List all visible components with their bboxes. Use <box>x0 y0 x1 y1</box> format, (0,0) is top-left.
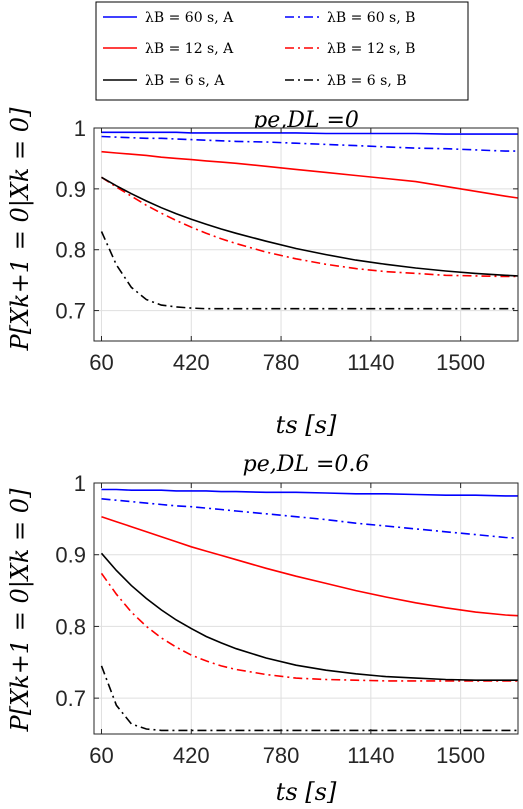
x-tick-label: 1500 <box>436 350 485 375</box>
x-tick-label: 1140 <box>347 743 394 768</box>
axes-frame <box>93 127 519 342</box>
series-line-2 <box>101 150 519 199</box>
series-line-4 <box>101 176 519 277</box>
axes-frame <box>93 482 519 735</box>
y-tick-label: 0.7 <box>55 686 86 711</box>
legend-label-3: λB = 12 s, B <box>327 41 415 57</box>
x-tick-label: 780 <box>263 350 300 375</box>
y-tick-label: 0.9 <box>55 177 86 202</box>
chart-panel-pe-0-6: pe,DL =0.6 60 420 780 1140 1500 0.7 0.8 0.9 1 ts… <box>6 452 519 806</box>
series-line-4 <box>100 552 518 681</box>
series-line-5 <box>100 665 518 732</box>
x-tick-label: 60 <box>89 350 113 375</box>
legend-label-2: λB = 12 s, A <box>145 41 234 57</box>
y-tick-label: 0.7 <box>55 299 86 324</box>
series-line-2 <box>101 515 519 617</box>
plot-area <box>94 128 518 341</box>
chart-title: pe,DL =0.6 <box>243 452 370 477</box>
y-axis-label: P[Xk+1 = 0|Xk = 0] <box>6 488 35 733</box>
y-tick-label: 0.8 <box>55 238 86 263</box>
x-tick-label: 780 <box>263 743 300 768</box>
series-line-0 <box>101 131 518 135</box>
x-tick-label: 60 <box>89 743 113 768</box>
legend-label-0: λB = 60 s, A <box>145 10 234 26</box>
y-tick-label: 1 <box>74 116 86 141</box>
x-axis-label: ts [s] <box>276 411 337 439</box>
x-tick-label: 1500 <box>436 743 485 768</box>
legend: λB = 60 s, A λB = 60 s, B λB = 12 s, A λB =… <box>95 1 469 101</box>
y-axis-label: P[Xk+1 = 0|Xk = 0] <box>6 107 35 352</box>
legend-box <box>95 1 469 101</box>
x-tick-label: 420 <box>173 350 210 375</box>
x-tick-label: 1140 <box>347 350 394 375</box>
legend-label-4: λB = 6 s, A <box>145 73 225 89</box>
series-line-0 <box>101 488 518 497</box>
legend-label-5: λB = 6 s, B <box>327 73 407 89</box>
series-line-3 <box>101 176 518 278</box>
y-tick-label: 1 <box>74 471 86 496</box>
y-tick-label: 0.9 <box>55 543 86 568</box>
x-tick-label: 420 <box>173 743 210 768</box>
x-axis-label: ts [s] <box>276 778 337 806</box>
legend-label-1: λB = 60 s, B <box>327 10 415 26</box>
series-line-3 <box>100 572 518 682</box>
y-tick-label: 0.8 <box>55 614 86 639</box>
